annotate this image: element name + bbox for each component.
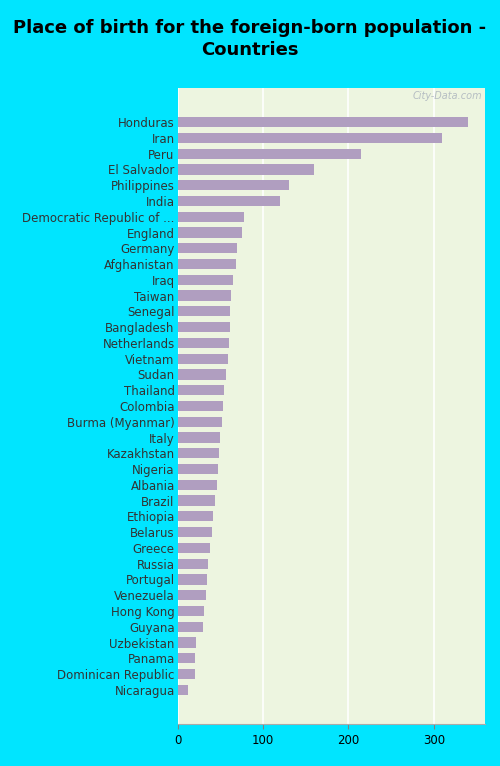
Bar [178,480,217,490]
Bar [178,464,218,474]
Bar [178,385,224,395]
Bar [178,243,238,254]
Bar [178,496,215,506]
Bar [178,669,194,679]
Bar [178,354,228,364]
Bar [178,259,236,269]
Bar [178,228,242,237]
Bar [178,180,288,190]
Bar [178,685,188,695]
Bar [178,401,223,411]
Bar [178,653,196,663]
Bar [178,149,361,159]
Bar [178,164,314,175]
Bar [178,322,230,332]
Bar [178,211,244,222]
Text: Place of birth for the foreign-born population -
Countries: Place of birth for the foreign-born popu… [14,19,486,59]
Bar [178,117,468,127]
Bar [178,622,203,632]
Bar [178,606,204,616]
Bar [178,133,442,143]
Bar [178,574,208,584]
Bar [178,432,220,443]
Bar [178,338,229,348]
Bar [178,306,231,316]
Bar [178,290,232,301]
Bar [178,369,226,380]
Bar [178,275,233,285]
Bar [178,417,222,427]
Bar [178,448,218,458]
Bar [178,590,206,601]
Bar [178,196,280,206]
Bar [178,527,212,537]
Bar [178,637,197,648]
Bar [178,543,210,553]
Bar [178,558,208,569]
Bar [178,511,214,522]
Text: City-Data.com: City-Data.com [412,91,482,101]
